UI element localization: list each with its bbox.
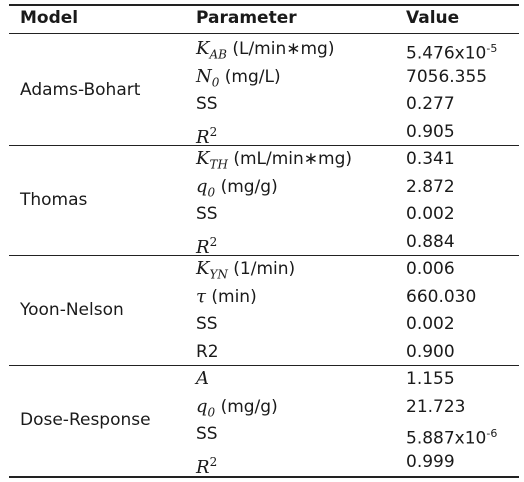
parameter-unit: (min) [205,286,257,307]
parameter-cell: KTH (mL/min∗mg) [196,148,352,176]
parameter-symbol: τ [196,285,206,307]
parameter-unit: R2 [196,341,219,362]
value-cell: 0.002 [406,204,455,224]
header-value: Value [406,8,460,28]
parameter-cell: R2 [196,341,219,363]
parameter-symbol: q0 [196,395,216,420]
parameter-unit: (mg/g) [215,396,278,417]
parameter-unit: (1/min) [227,259,296,279]
parameter-unit: (L/min∗mg) [226,39,335,59]
parameter-unit: SS [196,424,218,444]
parameter-subscript: 0 [211,75,220,90]
parameter-symbol: KYN [196,258,228,282]
value-cell: 660.030 [406,286,477,307]
parameter-symbol: R2 [196,234,218,258]
parameter-unit: SS [196,314,218,334]
parameter-symbol: R2 [196,124,218,148]
parameter-superscript: 2 [209,234,218,249]
value-cell: 2.872 [406,176,455,197]
parameter-symbol: A [196,368,209,389]
group-rule [9,364,519,366]
parameter-cell: q0 (mg/g) [196,176,278,204]
table-bottom-rule [9,476,519,478]
value-cell: 7056.355 [406,66,488,87]
parameter-superscript: 2 [209,124,218,139]
parameter-subscript: 0 [207,185,216,200]
group-rule [9,254,519,256]
parameter-symbol: KAB [196,38,227,62]
table-top-rule [9,4,519,6]
header-model: Model [20,8,79,28]
parameter-cell: R2 [196,231,217,259]
parameter-cell: SS [196,203,218,225]
value-cell: 0.277 [406,94,455,114]
model-name: Adams-Bohart [20,80,141,101]
value-cell: 1.155 [406,369,455,389]
value-cell: 0.884 [406,231,455,252]
value-cell: 0.900 [406,341,455,362]
header-rule [9,33,519,34]
parameter-unit: SS [196,94,218,114]
parameter-unit: (mL/min∗mg) [227,149,353,169]
parameter-subscript: AB [209,47,227,62]
model-name: Thomas [20,190,88,211]
parameter-symbol: R2 [196,454,218,478]
group-rule [9,144,519,146]
parameter-cell: A [196,368,209,390]
value-exponent: -6 [486,427,498,440]
value-exponent: -5 [486,42,498,55]
parameter-cell: KAB (L/min∗mg) [196,38,334,66]
value-cell: 5.476x10-5 [406,42,498,64]
parameter-cell: R2 [196,121,217,149]
value-cell: 0.341 [406,149,455,169]
parameter-subscript: 0 [207,405,216,420]
value-cell: 5.887x10-6 [406,427,498,449]
value-cell: 0.002 [406,314,455,334]
value-cell: 0.999 [406,451,455,472]
model-name: Yoon-Nelson [20,300,124,321]
parameter-symbol: KTH [196,148,228,172]
parameter-symbol: q0 [196,175,216,200]
value-cell: 0.006 [406,259,455,279]
parameter-subscript: TH [209,157,228,172]
header-parameter: Parameter [196,8,297,28]
parameter-symbol: N0 [196,65,220,90]
parameter-cell: N0 (mg/L) [196,66,281,94]
parameter-cell: SS [196,93,218,115]
value-cell: 21.723 [406,396,466,417]
model-name: Dose-Response [20,410,151,431]
parameter-superscript: 2 [209,454,218,469]
value-cell: 0.905 [406,121,455,142]
parameter-unit: (mg/g) [215,176,278,197]
parameter-cell: R2 [196,451,217,479]
parameter-cell: SS [196,423,218,445]
parameter-subscript: YN [209,267,228,282]
parameter-cell: SS [196,313,218,335]
parameter-cell: τ (min) [196,286,257,308]
parameter-unit: (mg/L) [219,66,281,87]
parameter-cell: q0 (mg/g) [196,396,278,424]
parameter-unit: SS [196,204,218,224]
parameter-cell: KYN (1/min) [196,258,295,286]
